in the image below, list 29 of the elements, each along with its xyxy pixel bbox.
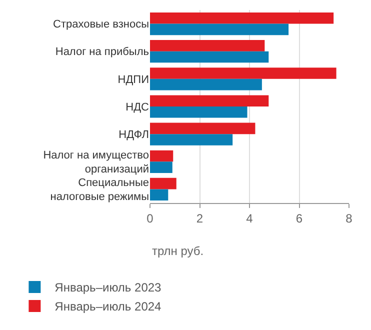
y-tick-label: Налог на имущество организаций: [43, 149, 149, 176]
bar: [150, 162, 172, 173]
bar: [150, 78, 262, 90]
bar: [150, 122, 256, 134]
bar: [150, 51, 269, 63]
y-tick-label: НДС: [126, 101, 150, 114]
bar: [150, 68, 336, 79]
legend-label: Январь–июль 2024: [54, 300, 162, 314]
bar: [150, 178, 176, 190]
y-tick-label: НДФЛ: [118, 128, 149, 141]
x-tick-label: 8: [346, 211, 353, 226]
x-tick-label: 2: [196, 211, 204, 226]
x-tick-label: 4: [246, 211, 254, 226]
bar: [150, 106, 248, 118]
bar: [150, 24, 289, 36]
x-axis-title: трлн руб.: [152, 244, 204, 258]
y-tick-label: Страховые взносы: [53, 18, 150, 31]
bar: [150, 95, 269, 106]
bar: [150, 150, 174, 162]
y-tick-label: Специальные налоговые режимы: [50, 176, 150, 204]
x-tick-label: 6: [296, 211, 303, 226]
y-tick-label: Налог на прибыль: [55, 46, 150, 58]
legend-label: Январь–июль 2023: [54, 280, 162, 295]
x-tick-label: 0: [146, 211, 154, 226]
bar: [150, 40, 265, 52]
bar: [150, 12, 334, 24]
bar: [150, 189, 168, 201]
bar: [150, 134, 233, 146]
y-tick-label: НДПИ: [118, 74, 149, 86]
